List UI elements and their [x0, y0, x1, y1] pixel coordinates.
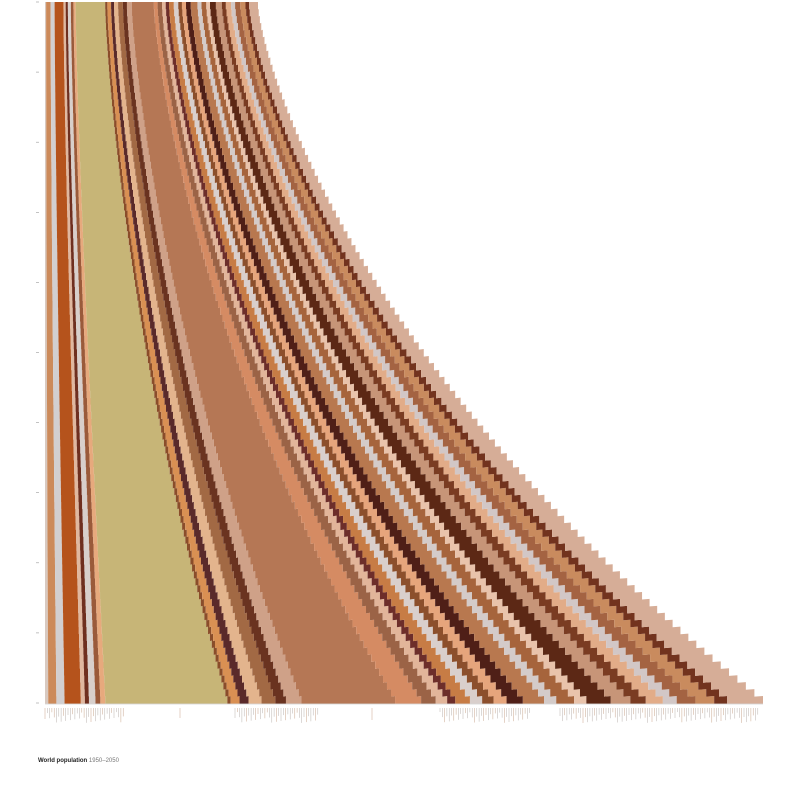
chart-title: World population: [38, 758, 88, 764]
population-band: [70, 2, 101, 704]
chart-caption: World population 1950–2050: [38, 758, 119, 764]
population-band: [67, 2, 96, 704]
population-band: [65, 2, 89, 704]
population-band: [131, 2, 396, 704]
chart-range: 1950–2050: [88, 758, 119, 764]
population-band: [63, 2, 85, 704]
population-band: [46, 2, 57, 704]
population-band: [45, 2, 49, 704]
population-band: [50, 2, 65, 704]
population-band: [73, 2, 106, 704]
population-band: [75, 2, 228, 704]
population-band: [54, 2, 81, 704]
